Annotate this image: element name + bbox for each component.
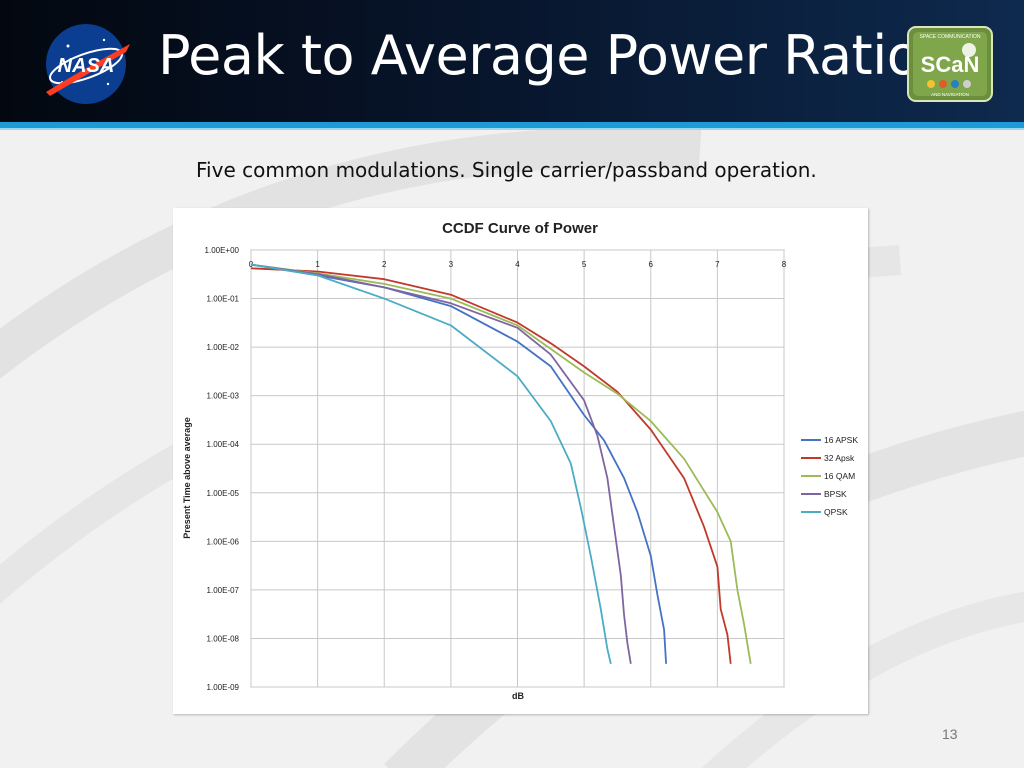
page-number: 13 (942, 726, 958, 742)
chart-title: CCDF Curve of Power (442, 220, 598, 237)
legend-label: QPSK (824, 507, 848, 517)
y-axis-label: Present Time above average (182, 417, 192, 538)
y-tick-label: 1.00E+00 (205, 246, 240, 255)
y-tick-label: 1.00E-08 (207, 634, 240, 643)
series-lines (250, 263, 752, 665)
x-tick-label: 5 (582, 260, 587, 269)
ccdf-chart: CCDF Curve of Power 1.00E+001.00E-011.00… (182, 220, 858, 701)
series-line-32-apsk (250, 267, 732, 664)
series-line-16-qam (250, 263, 752, 664)
y-tick-label: 1.00E-07 (207, 586, 240, 595)
y-tick-label: 1.00E-06 (207, 537, 240, 546)
x-axis-label: dB (512, 691, 524, 701)
svg-text:SCaN: SCaN (921, 52, 980, 77)
legend-label: BPSK (824, 489, 847, 499)
slide-subtitle: Five common modulations. Single carrier/… (196, 158, 817, 182)
scan-logo: SPACE COMMUNICATION SCaN AND NAVIGATION (907, 26, 993, 102)
y-tick-label: 1.00E-09 (207, 683, 240, 692)
svg-text:AND NAVIGATION: AND NAVIGATION (931, 92, 969, 97)
y-tick-label: 1.00E-02 (207, 343, 240, 352)
y-tick-labels: 1.00E+00 1.00E-01 1.00E-02 1.00E-03 1.00E-04… (205, 246, 240, 692)
legend-label: 32 Apsk (824, 453, 855, 463)
legend-label: 16 QAM (824, 471, 855, 481)
header-accent-rule (0, 122, 1024, 128)
x-tick-label: 1 (315, 260, 320, 269)
legend-label: 16 APSK (824, 435, 858, 445)
x-tick-label: 8 (782, 260, 787, 269)
series-line-bpsk (250, 263, 632, 664)
svg-text:NASA: NASA (58, 55, 115, 77)
nasa-logo: NASA (46, 24, 130, 104)
x-tick-label: 7 (715, 260, 720, 269)
slide-title: Peak to Average Power Ratio (158, 24, 920, 87)
y-tick-label: 1.00E-04 (207, 440, 240, 449)
chart-container: CCDF Curve of Power 1.00E+00 1.00E-01 1.00… (173, 208, 868, 714)
x-tick-label: 3 (449, 260, 454, 269)
y-tick-label: 1.00E-03 (207, 392, 240, 401)
x-tick-label: 2 (382, 260, 387, 269)
header-accent-rule-light (0, 128, 1024, 130)
chart-legend: 16 APSK 32 Apsk 16 QAM BPSK QPSK (801, 435, 858, 517)
chart-grid (250, 249, 785, 688)
slide-header (0, 0, 1024, 124)
x-tick-label: 4 (515, 260, 520, 269)
series-line-qpsk (250, 263, 612, 665)
y-tick-label: 1.00E-05 (207, 489, 240, 498)
x-tick-label: 6 (649, 260, 654, 269)
svg-text:SPACE COMMUNICATION: SPACE COMMUNICATION (920, 34, 981, 40)
y-tick-label: 1.00E-01 (207, 295, 240, 304)
